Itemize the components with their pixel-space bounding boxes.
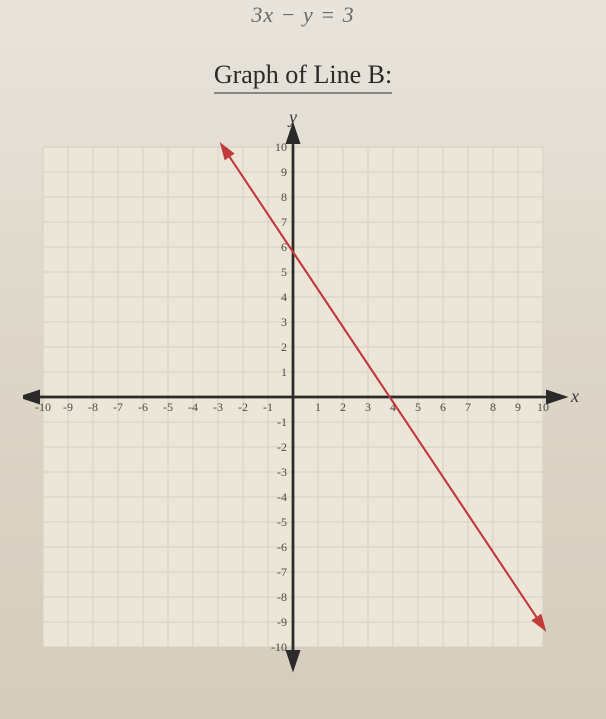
svg-text:-2: -2 — [277, 440, 287, 454]
svg-text:7: 7 — [281, 215, 287, 229]
svg-text:-3: -3 — [213, 400, 223, 414]
equation-text: 3x − y = 3 — [0, 0, 606, 28]
svg-text:-6: -6 — [138, 400, 148, 414]
svg-text:1: 1 — [281, 365, 287, 379]
svg-text:9: 9 — [281, 165, 287, 179]
svg-text:7: 7 — [465, 400, 471, 414]
svg-text:x: x — [570, 386, 579, 406]
svg-text:2: 2 — [281, 340, 287, 354]
svg-text:-7: -7 — [113, 400, 123, 414]
svg-text:-10: -10 — [271, 640, 287, 654]
svg-text:-3: -3 — [277, 465, 287, 479]
svg-text:10: 10 — [537, 400, 549, 414]
svg-text:1: 1 — [315, 400, 321, 414]
line-chart: -10-9-8-7-6-5-4-3-2-11234567891010987654… — [23, 112, 583, 677]
svg-text:-4: -4 — [277, 490, 287, 504]
svg-text:-9: -9 — [277, 615, 287, 629]
svg-text:-9: -9 — [63, 400, 73, 414]
svg-text:10: 10 — [275, 140, 287, 154]
svg-text:6: 6 — [440, 400, 446, 414]
svg-text:-5: -5 — [163, 400, 173, 414]
svg-text:-6: -6 — [277, 540, 287, 554]
chart-container: -10-9-8-7-6-5-4-3-2-11234567891010987654… — [23, 112, 583, 682]
svg-text:5: 5 — [281, 265, 287, 279]
svg-text:-10: -10 — [35, 400, 51, 414]
svg-text:-1: -1 — [277, 415, 287, 429]
svg-text:2: 2 — [340, 400, 346, 414]
svg-text:-7: -7 — [277, 565, 287, 579]
svg-text:8: 8 — [490, 400, 496, 414]
svg-text:-1: -1 — [263, 400, 273, 414]
svg-text:9: 9 — [515, 400, 521, 414]
svg-text:8: 8 — [281, 190, 287, 204]
svg-text:-8: -8 — [277, 590, 287, 604]
svg-text:-5: -5 — [277, 515, 287, 529]
svg-text:-4: -4 — [188, 400, 198, 414]
svg-text:-2: -2 — [238, 400, 248, 414]
svg-text:y: y — [287, 112, 297, 127]
svg-text:3: 3 — [365, 400, 371, 414]
svg-text:-8: -8 — [88, 400, 98, 414]
svg-text:4: 4 — [281, 290, 287, 304]
svg-text:3: 3 — [281, 315, 287, 329]
chart-title: Graph of Line B: — [214, 60, 392, 94]
svg-text:5: 5 — [415, 400, 421, 414]
